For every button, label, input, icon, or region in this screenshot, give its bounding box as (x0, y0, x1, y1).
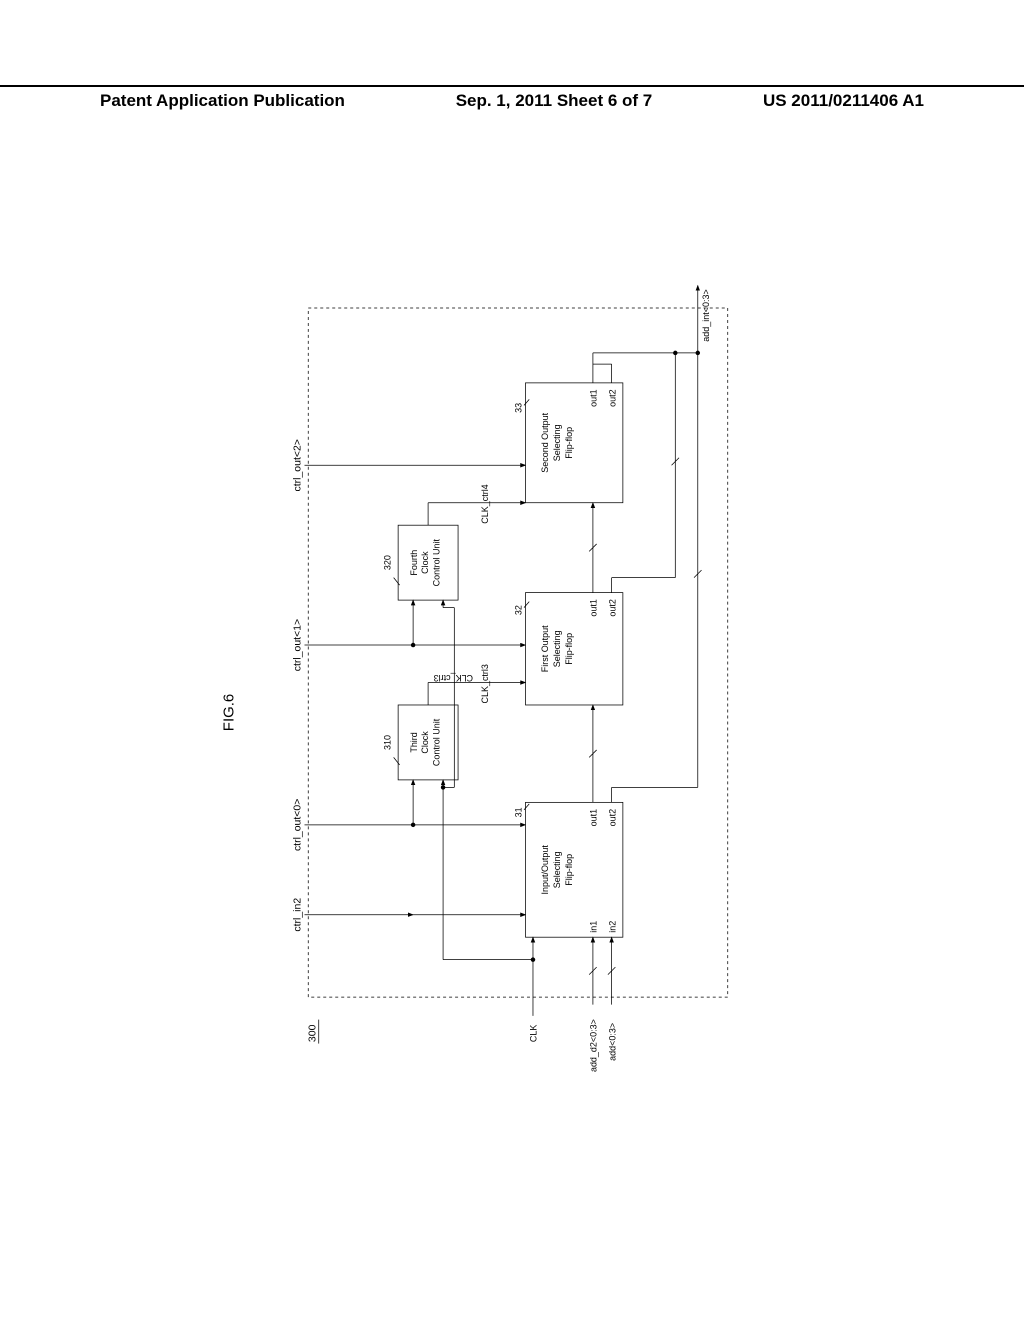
circuit-diagram: FIG.6 300 ctrl_in2 ctrl_out<0> ctrl_out<… (0, 278, 1024, 1102)
clk310-l3: Control Unit (431, 718, 441, 766)
ff31-leader (524, 804, 529, 810)
ff32-out2: out2 (607, 599, 617, 616)
ff32-t2: Selecting (552, 630, 562, 667)
page-header-rule: Patent Application Publication Sep. 1, 2… (0, 85, 1024, 111)
signal-ctrl-out0: ctrl_out<0> (293, 799, 304, 851)
clk310-l1: Third (409, 732, 419, 752)
ff32-leader (524, 602, 529, 608)
ff33-t2: Selecting (552, 424, 562, 461)
figure-ref: 300 (308, 1024, 319, 1042)
ff33-out2: out2 (607, 389, 617, 406)
clk320-l2: Clock (420, 551, 430, 574)
label-clk-ctrl3: CLK_ctrl3 (434, 673, 473, 683)
ff33-t1: Second Output (540, 412, 550, 472)
ff32-out1: out1 (589, 599, 599, 616)
ff33-ref: 33 (514, 403, 524, 413)
signal-ctrl-in2: ctrl_in2 (293, 898, 304, 932)
merge-node1 (673, 351, 677, 355)
header-left: Patent Application Publication (100, 91, 345, 111)
label-clk-ctrl3-txt: CLK_ctrl3 (480, 664, 490, 703)
label-add-int: add_int<0:3> (701, 289, 711, 341)
label-clk: CLK (529, 1025, 539, 1042)
ff31-ref: 31 (514, 807, 524, 817)
clk310-l2: Clock (420, 731, 430, 754)
label-clk-ctrl4-txt: CLK_ctrl4 (480, 484, 490, 523)
clk320-l3: Control Unit (431, 538, 441, 586)
clk320-ref: 320 (383, 555, 393, 570)
ff32-t1: First Output (540, 625, 550, 672)
header-right: US 2011/0211406 A1 (763, 91, 924, 111)
figure-label: FIG.6 (220, 694, 237, 731)
ff33-leader (524, 399, 529, 405)
ff32-t3: Flip-flop (564, 633, 574, 665)
ff32-ref: 32 (514, 605, 524, 615)
signal-ctrl-out2: ctrl_out<2> (293, 439, 304, 491)
ff31-t1: Input/Output (540, 845, 550, 895)
ref310-leader (394, 757, 400, 764)
ff31-in2: in2 (607, 921, 617, 933)
label-add: add<0:3> (607, 1023, 617, 1061)
clk310-ref: 310 (383, 735, 393, 750)
ff31-out2: out2 (607, 809, 617, 826)
clk320-l1: Fourth (409, 550, 419, 576)
ff31-out1: out1 (589, 809, 599, 826)
ff33-t3: Flip-flop (564, 427, 574, 459)
header-center: Sep. 1, 2011 Sheet 6 of 7 (456, 91, 653, 111)
signal-ctrl-out1: ctrl_out<1> (293, 619, 304, 671)
ff33-out1: out1 (589, 389, 599, 406)
figure-container: FIG.6 300 ctrl_in2 ctrl_out<0> ctrl_out<… (0, 278, 1024, 1102)
ref320-leader (394, 578, 400, 585)
ff31-t2: Selecting (552, 851, 562, 888)
page-header: Patent Application Publication Sep. 1, 2… (0, 91, 1024, 111)
label-add-d2: add_d2<0:3> (589, 1019, 599, 1072)
ff31-in1: in1 (589, 921, 599, 933)
ff31-t3: Flip-flop (564, 854, 574, 886)
